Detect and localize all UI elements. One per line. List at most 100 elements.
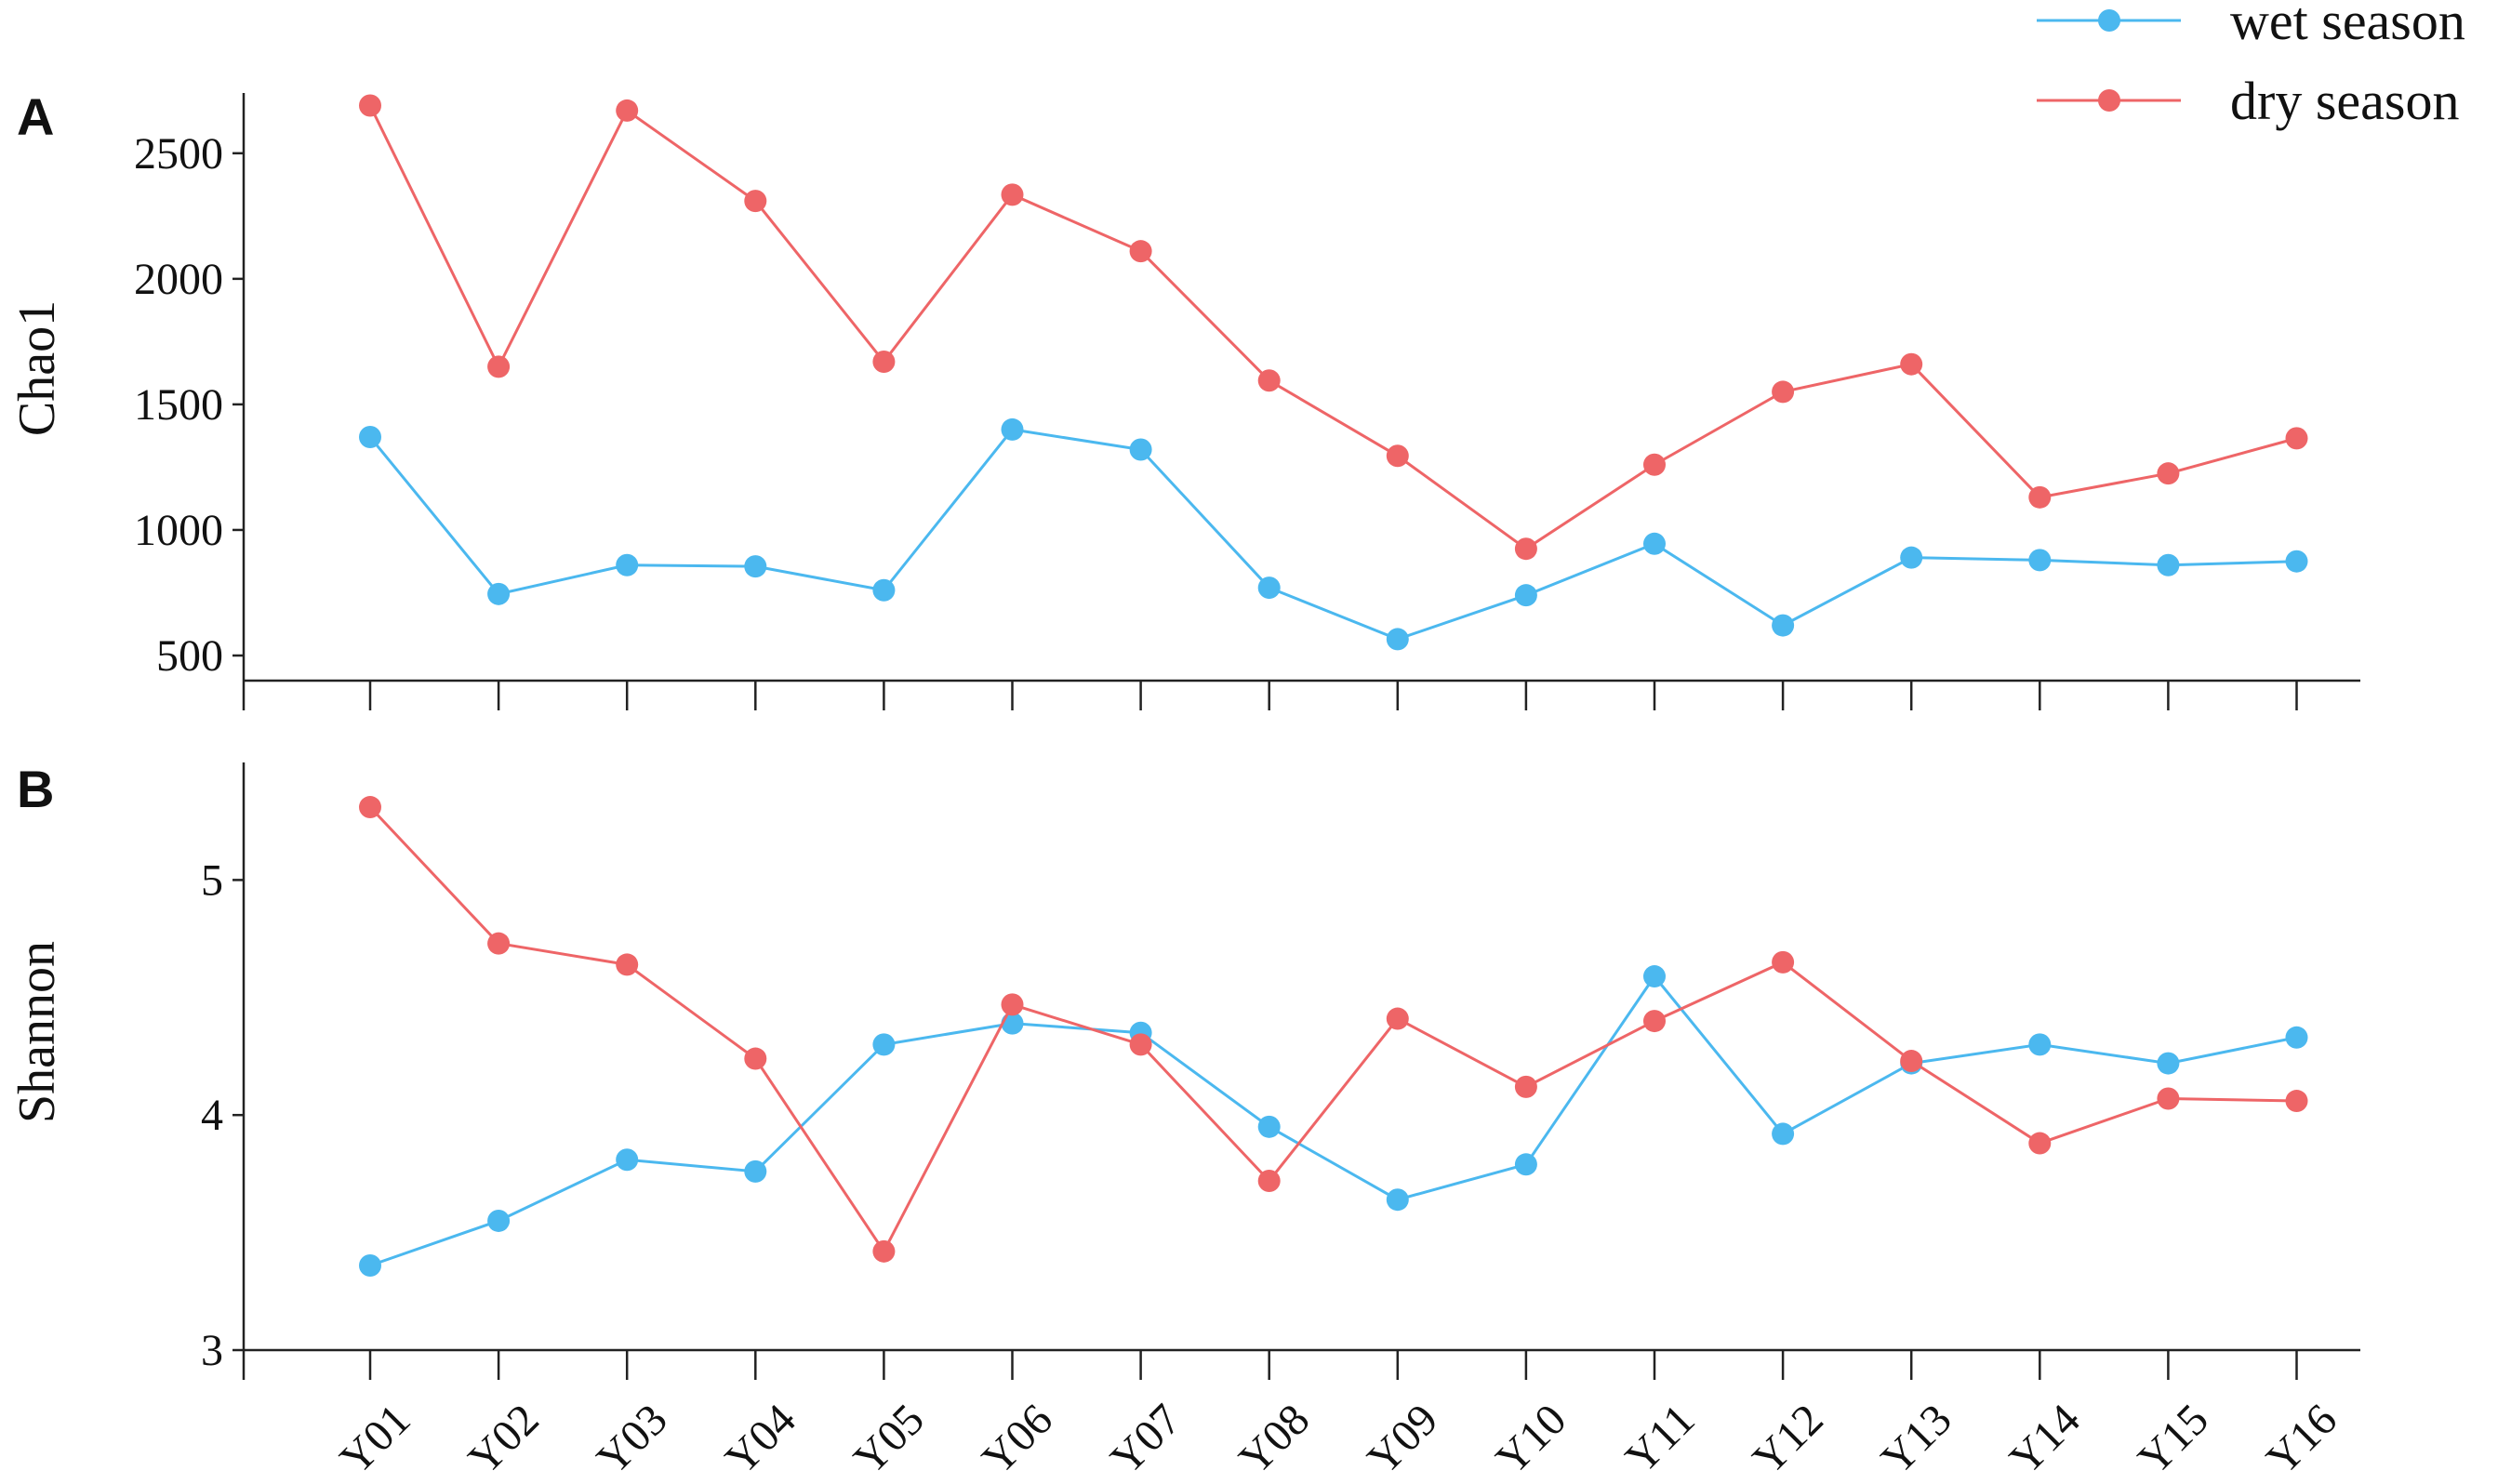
data-point bbox=[1772, 380, 1795, 404]
panel-label: B bbox=[17, 760, 54, 818]
data-point bbox=[2285, 427, 2308, 450]
data-point bbox=[744, 1159, 767, 1183]
series-dry bbox=[359, 94, 2308, 561]
data-point bbox=[1643, 532, 1666, 555]
x-tick-label: Y13 bbox=[1872, 1395, 1961, 1484]
data-point bbox=[1900, 546, 1923, 569]
x-tick-label: Y01 bbox=[331, 1395, 420, 1484]
data-point bbox=[1386, 1188, 1409, 1212]
data-point bbox=[1001, 183, 1024, 206]
y-axis-title: Chao1 bbox=[8, 300, 66, 436]
data-point bbox=[2157, 1052, 2180, 1075]
data-point bbox=[1900, 352, 1923, 376]
data-point bbox=[2157, 1087, 2180, 1110]
data-point bbox=[872, 1033, 896, 1056]
legend-item-dry: dry season bbox=[2037, 71, 2459, 131]
data-point bbox=[616, 553, 639, 576]
x-tick-label: Y05 bbox=[844, 1395, 934, 1484]
data-point bbox=[359, 94, 381, 117]
data-point bbox=[616, 1148, 639, 1172]
legend-item-wet: wet season bbox=[2037, 0, 2465, 51]
data-point bbox=[2028, 485, 2052, 509]
data-point bbox=[1514, 584, 1537, 607]
x-tick-label: Y08 bbox=[1229, 1395, 1319, 1484]
data-point bbox=[1129, 240, 1152, 263]
data-point bbox=[744, 190, 767, 213]
data-point bbox=[1643, 965, 1666, 988]
data-point bbox=[2285, 550, 2308, 573]
y-tick-label: 1000 bbox=[134, 506, 223, 555]
data-point bbox=[1514, 1075, 1537, 1098]
data-point bbox=[1514, 537, 1537, 561]
legend-label-wet: wet season bbox=[2230, 0, 2465, 51]
data-point bbox=[616, 99, 639, 122]
x-tick-label: Y03 bbox=[588, 1395, 677, 1484]
series-wet bbox=[359, 965, 2308, 1277]
series-line bbox=[369, 974, 2297, 1267]
y-tick-label: 1500 bbox=[134, 380, 223, 430]
data-point bbox=[1772, 950, 1795, 974]
series-line bbox=[368, 428, 2297, 642]
data-point bbox=[2028, 1132, 2052, 1155]
data-point bbox=[1257, 1169, 1281, 1192]
x-tick-label: Y11 bbox=[1616, 1395, 1705, 1483]
x-tick-label: Y16 bbox=[2257, 1395, 2346, 1484]
y-tick-label: 2500 bbox=[134, 129, 223, 179]
x-tick-label: Y04 bbox=[716, 1395, 805, 1484]
data-point bbox=[2157, 462, 2180, 485]
series-dry bbox=[359, 796, 2308, 1263]
data-point bbox=[872, 578, 896, 602]
y-tick-label: 500 bbox=[156, 631, 223, 681]
x-tick-label: Y15 bbox=[2129, 1395, 2218, 1484]
legend-label-dry: dry season bbox=[2230, 71, 2459, 131]
x-tick-label: Y02 bbox=[459, 1395, 549, 1484]
panel-a-chao1: A Chao1 500 1000 1500 2000 2500 bbox=[8, 87, 2360, 710]
data-point bbox=[1386, 628, 1409, 651]
data-point bbox=[1386, 1007, 1409, 1030]
data-point bbox=[1643, 453, 1666, 476]
series-line bbox=[368, 806, 2297, 1254]
data-point bbox=[2157, 553, 2180, 576]
data-point bbox=[487, 932, 511, 955]
data-point bbox=[872, 1239, 896, 1263]
data-point bbox=[1386, 444, 1409, 468]
x-tick-label: Y12 bbox=[1744, 1395, 1833, 1484]
series-line bbox=[368, 104, 2297, 551]
x-tick-label: Y06 bbox=[973, 1395, 1062, 1484]
y-tick-label: 4 bbox=[201, 1091, 223, 1140]
panel-b-shannon: B Shannon 3 4 5 Y01 Y02 Y03 Y04 Y05 Y06 Y07 Y08 Y09 Y1… bbox=[8, 760, 2360, 1484]
legend-swatch-marker bbox=[2098, 89, 2120, 112]
data-point bbox=[359, 1253, 381, 1277]
data-point bbox=[1257, 576, 1281, 600]
data-point bbox=[1001, 993, 1024, 1016]
data-point bbox=[616, 953, 639, 976]
data-point bbox=[2028, 549, 2052, 572]
data-point bbox=[487, 582, 511, 605]
data-point bbox=[1129, 1033, 1152, 1056]
data-point bbox=[1772, 1122, 1795, 1146]
data-point bbox=[359, 796, 381, 819]
data-point bbox=[2028, 1033, 2052, 1056]
legend-swatch-marker bbox=[2098, 9, 2120, 32]
y-axis-title: Shannon bbox=[8, 941, 66, 1123]
x-tick-label: Y10 bbox=[1486, 1395, 1575, 1484]
data-point bbox=[1001, 417, 1024, 441]
data-point bbox=[1257, 1115, 1281, 1138]
data-point bbox=[1643, 1010, 1666, 1033]
data-point bbox=[2285, 1090, 2308, 1113]
data-point bbox=[487, 355, 511, 378]
data-point bbox=[1257, 369, 1281, 392]
x-tick-label: Y14 bbox=[2000, 1395, 2090, 1484]
y-tick-label: 5 bbox=[201, 855, 223, 905]
data-point bbox=[744, 1047, 767, 1070]
panel-label: A bbox=[17, 87, 54, 146]
data-point bbox=[1900, 1050, 1923, 1073]
series-wet bbox=[359, 417, 2308, 651]
x-tick-label: Y07 bbox=[1101, 1395, 1190, 1484]
legend: wet season dry season bbox=[2037, 0, 2465, 131]
data-point bbox=[1772, 614, 1795, 637]
data-point bbox=[744, 555, 767, 578]
data-point bbox=[2285, 1026, 2308, 1049]
x-tick-label: Y09 bbox=[1358, 1395, 1447, 1484]
